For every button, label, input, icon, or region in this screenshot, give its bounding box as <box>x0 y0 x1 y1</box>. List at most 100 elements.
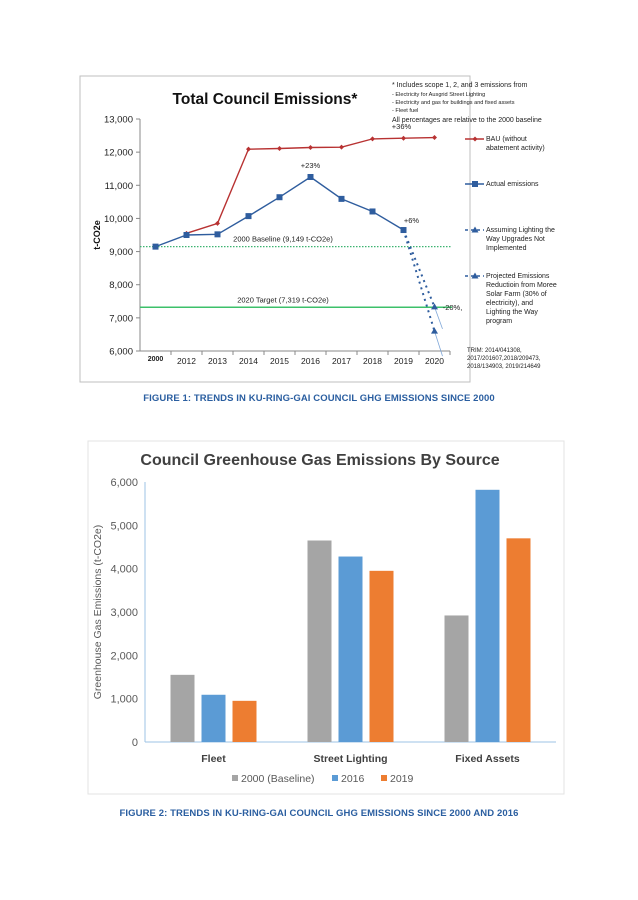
y-axis-label: t-CO2e <box>92 220 102 250</box>
legend-label: Solar Farm (30% of <box>486 291 547 298</box>
legend-label: 2000 (Baseline) <box>241 773 315 785</box>
y-tick-label: 0 <box>132 737 138 749</box>
data-point-marker <box>307 174 314 180</box>
legend-label: electricity), and <box>486 300 533 307</box>
data-point-marker <box>338 195 345 202</box>
y-tick-label: 3,000 <box>110 607 138 619</box>
figure-1-caption: FIGURE 1: TRENDS IN KU-RING-GAI COUNCIL … <box>143 393 495 404</box>
x-tick-label: 2020 <box>425 356 444 366</box>
x-tick-label: 2017 <box>332 356 351 366</box>
reference-line-label: 2000 Baseline (9,149 t-CO2e) <box>233 235 333 244</box>
data-point-marker <box>431 303 438 310</box>
y-tick-label: 10,000 <box>104 214 133 225</box>
x-tick-label: 2014 <box>239 356 258 366</box>
legend-marker <box>471 226 479 233</box>
legend-label: Actual emissions <box>486 181 539 188</box>
data-point-marker <box>215 220 220 226</box>
bar <box>170 674 195 742</box>
y-tick-label: 11,000 <box>105 181 133 192</box>
legend-swatch <box>232 775 238 781</box>
x-tick-label: 2018 <box>363 356 382 366</box>
series-line <box>402 229 436 308</box>
legend-marker <box>472 181 478 187</box>
figure-2-caption: FIGURE 2: TRENDS IN KU-RING-GAI COUNCIL … <box>119 808 519 819</box>
bar <box>475 489 500 742</box>
data-point-marker <box>401 135 406 141</box>
y-axis-label: Greenhouse Gas Emissions (t-CO2e) <box>92 525 104 699</box>
data-point-marker <box>277 145 282 151</box>
legend-marker <box>471 272 479 279</box>
y-tick-label: 4,000 <box>110 564 138 576</box>
legend-label: abatement activity) <box>486 145 545 152</box>
data-point-marker <box>339 144 344 150</box>
y-tick-label: 7,000 <box>109 313 133 324</box>
bar <box>307 540 332 742</box>
trim-reference: 2017/201607,2018/209473, <box>467 356 541 362</box>
x-tick-label: 2012 <box>177 356 196 366</box>
data-point-marker <box>276 194 283 201</box>
data-point-marker <box>214 231 221 238</box>
chart-note: - Electricity and gas for buildings and … <box>392 100 515 106</box>
x-tick-label: 2016 <box>301 356 320 366</box>
x-tick-label: Fixed Assets <box>455 753 520 765</box>
bar <box>369 570 394 742</box>
bar <box>444 615 469 742</box>
y-tick-label: 6,000 <box>110 477 138 489</box>
y-tick-label: 1,000 <box>110 694 138 706</box>
legend-label: BAU (without <box>486 136 527 143</box>
x-tick-label: Fleet <box>201 753 226 765</box>
chart-note: - Fleet fuel <box>392 108 418 114</box>
x-tick-label: Street Lighting <box>313 753 387 765</box>
legend-swatch <box>381 775 387 781</box>
legend-label: Way Upgrades Not <box>486 236 545 243</box>
data-point-marker <box>369 208 376 215</box>
y-tick-label: 6,000 <box>109 347 133 358</box>
data-annotation: -20%, <box>443 303 463 312</box>
data-point-marker <box>246 146 251 152</box>
bar <box>338 556 363 742</box>
legend-label: Lighting the Way <box>486 309 538 316</box>
chart-2-title: Council Greenhouse Gas Emissions By Sour… <box>140 452 499 469</box>
legend-label: program <box>486 318 512 325</box>
legend-label: 2016 <box>341 773 365 785</box>
arrow-line <box>434 330 443 357</box>
data-point-marker <box>431 327 438 334</box>
data-point-marker <box>245 213 252 220</box>
legend-marker <box>472 136 478 142</box>
data-point-marker <box>152 243 159 250</box>
y-tick-label: 12,000 <box>104 148 133 159</box>
reference-line-label: 2020 Target (7,319 t-CO2e) <box>237 295 329 304</box>
data-annotation: +36% <box>392 122 412 131</box>
data-annotation: +6% <box>404 216 420 225</box>
legend-label: 2019 <box>390 773 414 785</box>
data-annotation: +23% <box>301 161 321 170</box>
trim-reference: 2018/134903, 2019/214649 <box>467 364 541 370</box>
y-tick-label: 2,000 <box>110 650 138 662</box>
legend-label: Implemented <box>486 245 527 252</box>
legend-swatch <box>332 775 338 781</box>
x-tick-label: 2019 <box>394 356 413 366</box>
trim-reference: TRIM: 2014/041308, <box>467 348 522 354</box>
y-tick-label: 9,000 <box>109 247 133 258</box>
chart-note: * Includes scope 1, 2, and 3 emissions f… <box>392 82 528 89</box>
bar <box>506 538 531 742</box>
y-tick-label: 8,000 <box>109 280 133 291</box>
x-tick-label: 2015 <box>270 356 289 366</box>
chart-note: All percentages are relative to the 2000… <box>392 117 542 124</box>
bar <box>201 694 226 742</box>
legend-label: Assuming Lighting the <box>486 227 555 234</box>
data-point-marker <box>183 232 190 238</box>
data-point-marker <box>432 135 437 141</box>
x-tick-label: 2013 <box>208 356 227 366</box>
chart-1-title: Total Council Emissions* <box>173 91 359 108</box>
y-tick-label: 13,000 <box>104 115 133 126</box>
arrow-line <box>434 306 443 330</box>
legend-label: Reductioin from Moree <box>486 282 557 289</box>
data-point-marker <box>370 136 375 142</box>
legend-label: Projected Emissions <box>486 273 550 280</box>
chart-note: - Electricity for Ausgrid Street Lightin… <box>392 92 485 98</box>
bar <box>232 700 257 742</box>
y-tick-label: 5,000 <box>110 520 138 532</box>
x-tick-label: 2000 <box>148 356 164 363</box>
